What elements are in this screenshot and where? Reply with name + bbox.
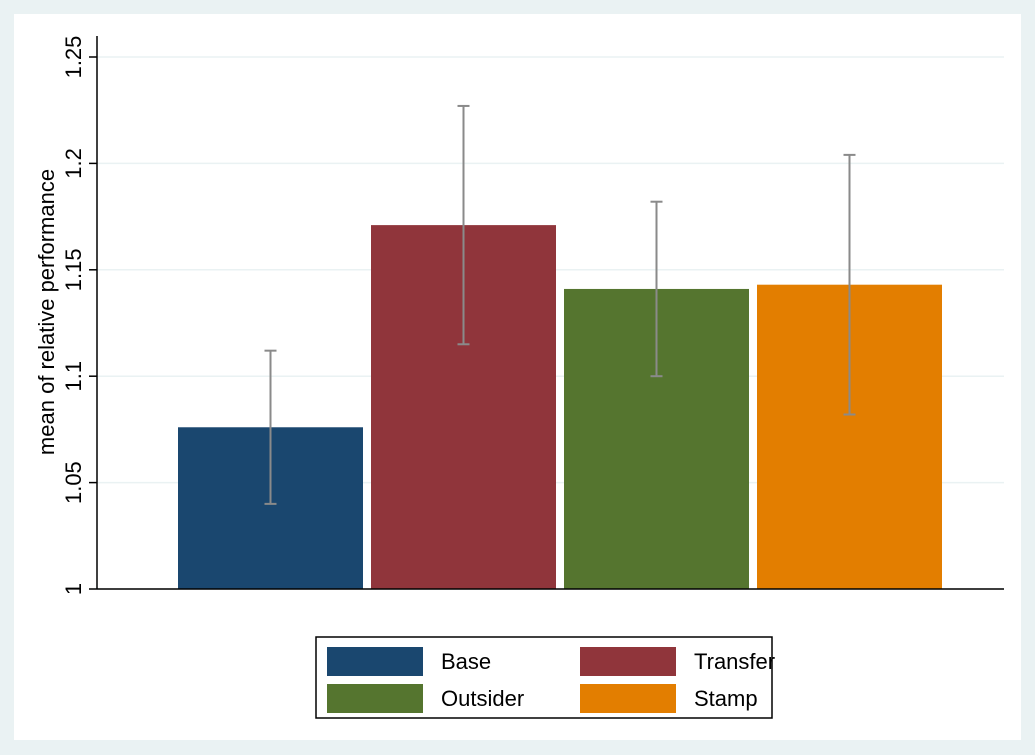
y-axis-title: mean of relative performance	[34, 169, 59, 455]
legend-swatch	[327, 647, 423, 676]
y-tick-label: 1.25	[61, 36, 86, 79]
y-tick-label: 1.1	[61, 361, 86, 392]
y-tick-label: 1.2	[61, 148, 86, 179]
legend-label: Base	[441, 649, 491, 674]
legend-swatch	[580, 647, 676, 676]
y-tick-label: 1	[61, 583, 86, 595]
legend-swatch	[327, 684, 423, 713]
legend-label: Outsider	[441, 686, 524, 711]
legend-label: Transfer	[694, 649, 775, 674]
y-tick-label: 1.15	[61, 248, 86, 291]
legend-swatch	[580, 684, 676, 713]
y-tick-label: 1.05	[61, 461, 86, 504]
legend-label: Stamp	[694, 686, 758, 711]
